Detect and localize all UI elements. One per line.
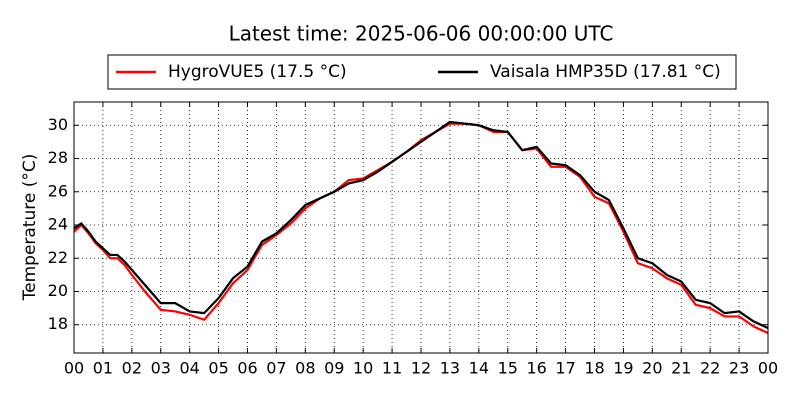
x-tick-label: 16: [526, 359, 546, 378]
x-tick-label: 10: [353, 359, 373, 378]
x-tick-label: 19: [613, 359, 633, 378]
y-tick-label: 28: [48, 148, 68, 167]
x-tick-label: 22: [700, 359, 720, 378]
x-tick-label: 04: [179, 359, 199, 378]
x-tick-label: 23: [729, 359, 749, 378]
x-tick-label: 13: [440, 359, 460, 378]
legend-label: HygroVUE5 (17.5 °C): [168, 62, 347, 82]
y-tick-label: 20: [48, 281, 68, 300]
legend-label: Vaisala HMP35D (17.81 °C): [490, 62, 721, 82]
x-tick-label: 05: [208, 359, 228, 378]
x-tick-label: 08: [295, 359, 315, 378]
x-tick-label: 12: [411, 359, 431, 378]
x-tick-label: 17: [555, 359, 575, 378]
x-tick-label: 18: [584, 359, 604, 378]
x-tick-label: 09: [324, 359, 344, 378]
y-axis-label: Temperature (°C): [20, 154, 40, 302]
plot-frame: [73, 101, 769, 354]
y-tick-label: 30: [48, 115, 68, 134]
x-tick-label: 15: [498, 359, 518, 378]
legend-box: [107, 54, 737, 90]
y-tick-label: 18: [48, 314, 68, 333]
x-tick-label: 00: [758, 359, 778, 378]
x-tick-label: 21: [671, 359, 691, 378]
x-tick-label: 03: [151, 359, 171, 378]
y-tick-label: 24: [48, 215, 68, 234]
x-tick-label: 07: [266, 359, 286, 378]
chart-title: Latest time: 2025-06-06 00:00:00 UTC: [229, 22, 614, 46]
y-tick-label: 22: [48, 248, 68, 267]
x-tick-label: 01: [93, 359, 113, 378]
x-tick-label: 02: [122, 359, 142, 378]
x-tick-label: 00: [64, 359, 84, 378]
x-tick-label: 14: [469, 359, 489, 378]
x-tick-label: 11: [382, 359, 402, 378]
x-tick-label: 20: [642, 359, 662, 378]
line-series: [73, 120, 769, 330]
x-tick-label: 06: [237, 359, 257, 378]
y-tick-label: 26: [48, 181, 68, 200]
